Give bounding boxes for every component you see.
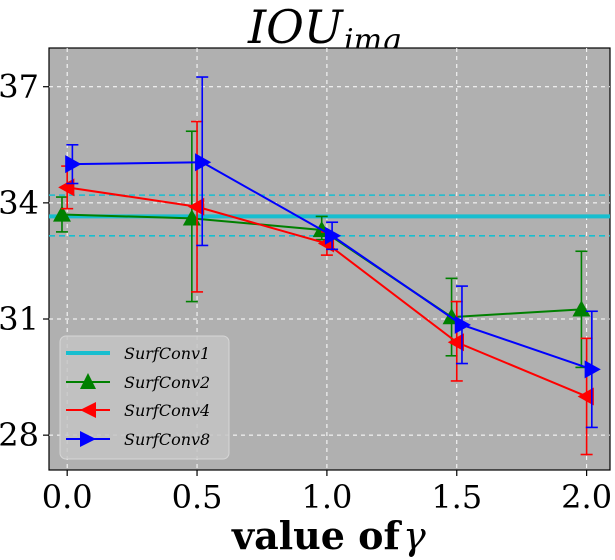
x-axis-label: value of [231,513,403,558]
x-axis-label-symbol: γ [403,514,426,558]
axes: 0.0 0.5 1.0 1.5 2.0 28 31 34 37 [0,68,612,516]
y-tick-label: 28 [0,416,39,454]
legend-marker-surfconv2 [80,373,96,389]
legend-label-surfconv1: SurfConv1 [124,344,210,363]
legend-marker-surfconv8 [80,431,96,447]
data-series [52,76,601,456]
data-point [454,315,471,334]
legend-label-surfconv2: SurfConv2 [124,373,210,392]
y-tick-label: 34 [0,184,39,222]
data-point [52,205,71,222]
data-point [324,226,342,245]
data-point [188,197,205,216]
data-point [65,155,82,174]
legend-marker-surfconv4 [80,402,96,418]
legend: SurfConv1 SurfConv2 SurfConv4 SurfConv8 [59,335,230,460]
data-point [577,387,594,406]
y-tick-label: 31 [0,300,39,338]
data-point [195,153,212,172]
data-point [584,360,601,379]
legend-box [59,335,230,460]
data-point [447,333,464,352]
legend-label-surfconv4: SurfConv4 [124,401,210,420]
series-surfconv8 [65,76,601,429]
chart-title: IOU [247,0,345,54]
data-point [572,300,591,317]
x-tick-label: 1.5 [431,478,482,516]
x-tick-label: 1.0 [301,478,352,516]
x-tick-label: 0.0 [42,478,93,516]
legend-label-surfconv8: SurfConv8 [124,430,210,449]
y-tick-label: 37 [0,68,39,106]
x-tick-label: 0.5 [172,478,223,516]
x-tick-label: 2.0 [561,478,612,516]
